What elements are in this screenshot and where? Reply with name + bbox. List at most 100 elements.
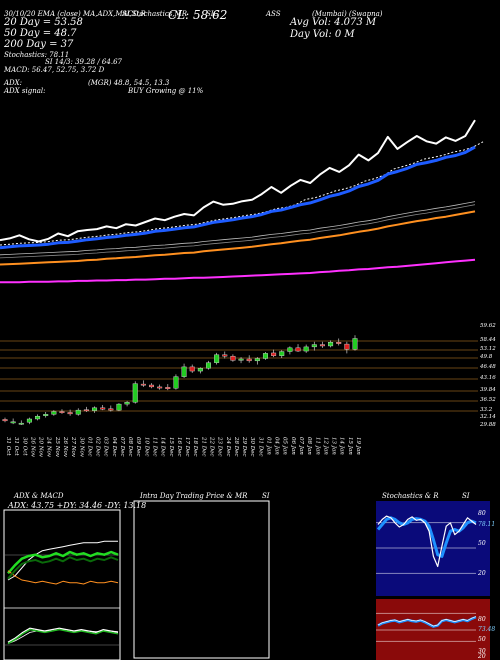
candle-body [319, 344, 325, 347]
header-suffix-fragment: SIC [206, 10, 219, 18]
adx-signal-label: ADX signal: [4, 87, 46, 95]
date-axis-label: 27 Nov [70, 436, 76, 458]
candle-body [165, 387, 171, 389]
price-axis-label: 46.48 [479, 364, 496, 370]
candle-body [116, 403, 122, 411]
adx-panel-values: ADX: 43.75 +DY: 34.46 -DY: 13.18 [8, 501, 147, 510]
intraday-si-title: SI [262, 492, 270, 500]
date-axis-label: 31 Oct [5, 437, 11, 456]
avg20-text: 20 Day = 53.58 [4, 17, 83, 28]
date-range-text: 30/10/20 EMA (close) MA,ADX,MACD,R [4, 10, 146, 18]
candle-body [352, 338, 358, 350]
adx-chart [4, 540, 120, 646]
close-label: CL: 58.62 [168, 8, 228, 22]
date-axis-label: 10 Dec [143, 437, 149, 457]
avg200-text: 200 Day = 37 [4, 39, 74, 50]
header-mgr-fragment: (Mumbai) (Swapna) [312, 10, 383, 18]
intraday-panel-frame [133, 500, 270, 659]
date-axis-label: 17 Dec [184, 437, 190, 457]
stochastics-si-title: SI [462, 492, 470, 500]
intraday-title: Intra Day Trading Price & MR [140, 492, 248, 500]
stoch-axis-80: 80 [478, 510, 486, 517]
plus-dy-line [7, 550, 119, 575]
candlestick-chart [0, 335, 478, 426]
date-axis: 31 Oct 31 Oct 30 Oct 26 Nov 20 Nov 24 Nov 25 N… [5, 436, 361, 458]
price-axis-label: 29.88 [479, 422, 496, 428]
price-axis-label: 58.44 [480, 337, 496, 343]
date-axis-label: 22 Dec [208, 436, 214, 457]
date-axis-label: 11 Jan [314, 437, 320, 455]
candle-body [2, 419, 8, 422]
macd-text: MACD: 56.47, 52.75, 3.72 D [4, 66, 105, 74]
candle-body [246, 358, 252, 362]
stoch-k-line [377, 515, 477, 568]
date-axis-label: 12 Jan [322, 437, 328, 455]
header-misc-fragment: ASS [266, 10, 281, 18]
rsi-thin-line [377, 616, 477, 627]
date-axis-label: 24 Dec [225, 436, 231, 457]
date-axis-label: 30 Oct [21, 437, 27, 456]
candle-body [173, 376, 179, 389]
date-axis-label: 28 Dec [233, 436, 239, 457]
date-axis-label: 13 Jan [331, 437, 337, 455]
candle-body [189, 366, 195, 372]
date-axis-label: 20 Nov [38, 436, 44, 458]
candle-body [92, 407, 98, 411]
candle-body [149, 384, 155, 388]
candle-body [295, 347, 301, 352]
ema-short-line [0, 145, 476, 250]
candle-body [43, 414, 49, 416]
date-axis-label: 05 Jan [282, 437, 288, 455]
macd-histogram-line [7, 628, 119, 645]
candle-body [311, 344, 317, 348]
price-axis-label: 32.14 [480, 414, 496, 420]
date-axis-label: 14 Jan [339, 437, 345, 455]
candle-body [132, 383, 138, 403]
price-axis-label: 53.12 [480, 346, 496, 352]
price-axis-label: 39.84 [480, 387, 496, 393]
date-axis-label: 15 Dec [168, 437, 174, 457]
candle-body [287, 347, 293, 352]
date-axis-label: 14 Dec [160, 437, 166, 457]
date-axis-label: 24 Nov [46, 436, 52, 458]
plus-dy-shadow [7, 556, 119, 580]
date-axis-label: 09 Dec [135, 437, 141, 457]
rsi-axis-50: 50 [478, 636, 486, 643]
avg-vol-text: Avg Vol: 4.073 M [290, 17, 377, 28]
candle-body [157, 386, 163, 389]
candle-body [205, 362, 211, 369]
price-axis-label: 49.8 [479, 354, 493, 360]
candle-body [230, 355, 236, 361]
candle-body [75, 409, 81, 415]
price-axis-label: 43.16 [479, 375, 496, 381]
candle-body [108, 408, 114, 411]
candle-body [83, 409, 89, 412]
date-axis-label: 01 Jan [265, 437, 271, 455]
candle-body [10, 421, 16, 424]
stochastics-chart [376, 515, 477, 574]
rsi-line [377, 615, 477, 628]
candle-body [222, 354, 228, 357]
rsi-axis-80: 80 [478, 616, 486, 623]
candle-body [214, 354, 220, 363]
candle-body [328, 342, 334, 347]
si-text: SI 14/3: 39.28 / 64.67 [45, 58, 122, 66]
date-axis-label: 06 Jan [290, 437, 296, 455]
date-axis-label: 11 Dec [152, 437, 158, 457]
candle-body [303, 346, 309, 352]
date-axis-label: 18 Dec [192, 437, 198, 457]
stochastics-text: Stochastics: 78.11 [4, 51, 70, 59]
date-axis-label: 03 Dec [103, 437, 109, 457]
candle-body [26, 418, 32, 423]
date-axis-label: 01 Dec [86, 437, 92, 457]
ema-gray-line-1 [0, 201, 476, 256]
date-axis-label: 07 Dec [119, 437, 125, 457]
candle-body [51, 411, 57, 415]
minus-dy-line [7, 570, 119, 585]
rsi-axis-30: 30 [478, 648, 486, 655]
price-line [0, 119, 476, 243]
date-axis-label: 30 Dec [249, 437, 255, 457]
stoch-axis-20: 20 [478, 570, 486, 577]
ema-long-line [0, 258, 476, 284]
candle-body [181, 366, 187, 377]
